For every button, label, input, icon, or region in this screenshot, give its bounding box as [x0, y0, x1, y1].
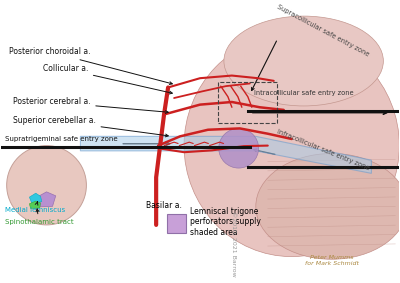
- Polygon shape: [34, 192, 56, 207]
- Ellipse shape: [224, 16, 383, 106]
- Text: Infracollicular safe entry zone: Infracollicular safe entry zone: [276, 128, 370, 171]
- Polygon shape: [29, 193, 42, 203]
- Text: Posterior cerebral a.: Posterior cerebral a.: [13, 97, 168, 113]
- Text: Supratrigeminal safe entry zone: Supratrigeminal safe entry zone: [5, 136, 117, 142]
- Text: Basilar a.: Basilar a.: [146, 201, 182, 210]
- Polygon shape: [29, 201, 40, 209]
- Text: Spinothalamic tract: Spinothalamic tract: [5, 209, 73, 225]
- Ellipse shape: [7, 145, 86, 225]
- Text: ©2010, 2021 Barrow: ©2010, 2021 Barrow: [231, 211, 236, 276]
- Ellipse shape: [184, 35, 399, 257]
- Text: Medial lemniscus: Medial lemniscus: [5, 202, 65, 213]
- Text: Lemniscal trigone
perforators supply
shaded area: Lemniscal trigone perforators supply sha…: [190, 207, 260, 237]
- Ellipse shape: [256, 154, 400, 259]
- FancyBboxPatch shape: [166, 214, 186, 233]
- Text: Collicular a.: Collicular a.: [42, 65, 172, 94]
- Ellipse shape: [219, 128, 258, 168]
- Polygon shape: [80, 136, 372, 173]
- Text: Intracollicular safe entry zone: Intracollicular safe entry zone: [254, 90, 354, 96]
- Text: Supracollicular safe entry zone: Supracollicular safe entry zone: [276, 4, 370, 57]
- Text: Peter Mumms
for Mark Schmidt: Peter Mumms for Mark Schmidt: [304, 255, 358, 266]
- Text: Posterior choroidal a.: Posterior choroidal a.: [9, 47, 172, 85]
- Text: Superior cerebellar a.: Superior cerebellar a.: [13, 116, 168, 137]
